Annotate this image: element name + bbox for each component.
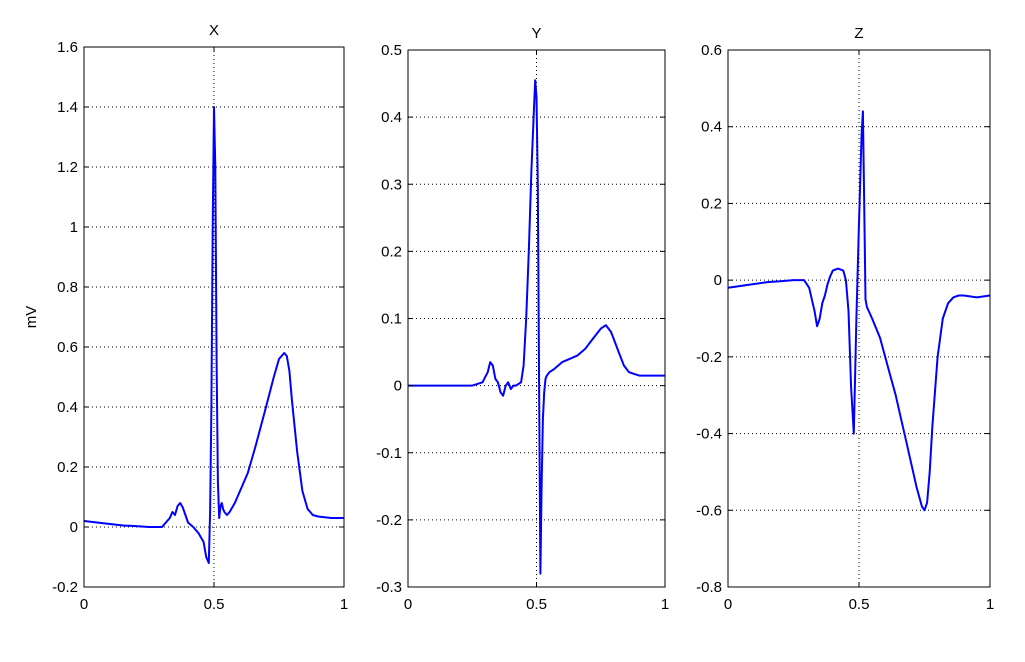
y-tick-label: 0.1: [381, 311, 402, 328]
y-tick-label: 0.6: [701, 42, 722, 59]
y-tick-label: -0.2: [52, 579, 78, 596]
y-tick-label: -0.2: [696, 349, 722, 366]
y-tick-label: 1.6: [57, 39, 78, 56]
y-tick-label: 0.8: [57, 279, 78, 296]
y-tick-label: -0.1: [376, 445, 402, 462]
y-tick-label: -0.4: [696, 426, 722, 443]
x-tick-label: 0.5: [849, 596, 870, 613]
y-tick-label: -0.2: [376, 512, 402, 529]
y-tick-label: 0.2: [57, 459, 78, 476]
y-tick-label: 0: [394, 378, 402, 395]
chart-title: Y: [531, 25, 541, 42]
y-tick-label: -0.3: [376, 579, 402, 596]
y-tick-label: 0.6: [57, 339, 78, 356]
y-tick-label: 1.2: [57, 159, 78, 176]
x-tick-label: 1: [340, 596, 348, 613]
series-line-y: [408, 79, 665, 575]
x-tick-label: 1: [986, 596, 994, 613]
x-tick-label: 0.5: [204, 596, 225, 613]
chart-title: Z: [854, 25, 863, 42]
y-tick-label: 0.2: [701, 195, 722, 212]
y-tick-label: 0.3: [381, 176, 402, 193]
y-tick-label: 0: [714, 272, 722, 289]
y-tick-label: 0.2: [381, 243, 402, 260]
plot-z: 0 0.5 1 -0.8 -0.6 -0.4 -0.2 0 0.2 0.4 0.6 Z: [696, 25, 994, 613]
y-tick-label: 0.4: [701, 119, 722, 136]
series-line-z: [728, 110, 990, 512]
y-tick-label: 1: [70, 219, 78, 236]
y-tick-label: 1.4: [57, 99, 78, 116]
y-tick-label: 0.4: [381, 109, 402, 126]
series-line-x: [84, 106, 344, 564]
y-axis-label: mV: [23, 306, 40, 329]
y-tick-label: -0.8: [696, 579, 722, 596]
x-tick-label: 1: [661, 596, 669, 613]
y-tick-label: 0.4: [57, 399, 78, 416]
x-tick-label: 0: [404, 596, 412, 613]
plot-y: 0 0.5 1 -0.3 -0.2 -0.1 0 0.1 0.2 0.3 0.4 0.5 Y: [376, 25, 669, 613]
y-tick-label: 0: [70, 519, 78, 536]
y-tick-label: -0.6: [696, 502, 722, 519]
x-tick-label: 0: [80, 596, 88, 613]
y-tick-label: 0.5: [381, 42, 402, 59]
chart-title: X: [209, 22, 219, 39]
x-tick-label: 0: [724, 596, 732, 613]
x-tick-label: 0.5: [526, 596, 547, 613]
